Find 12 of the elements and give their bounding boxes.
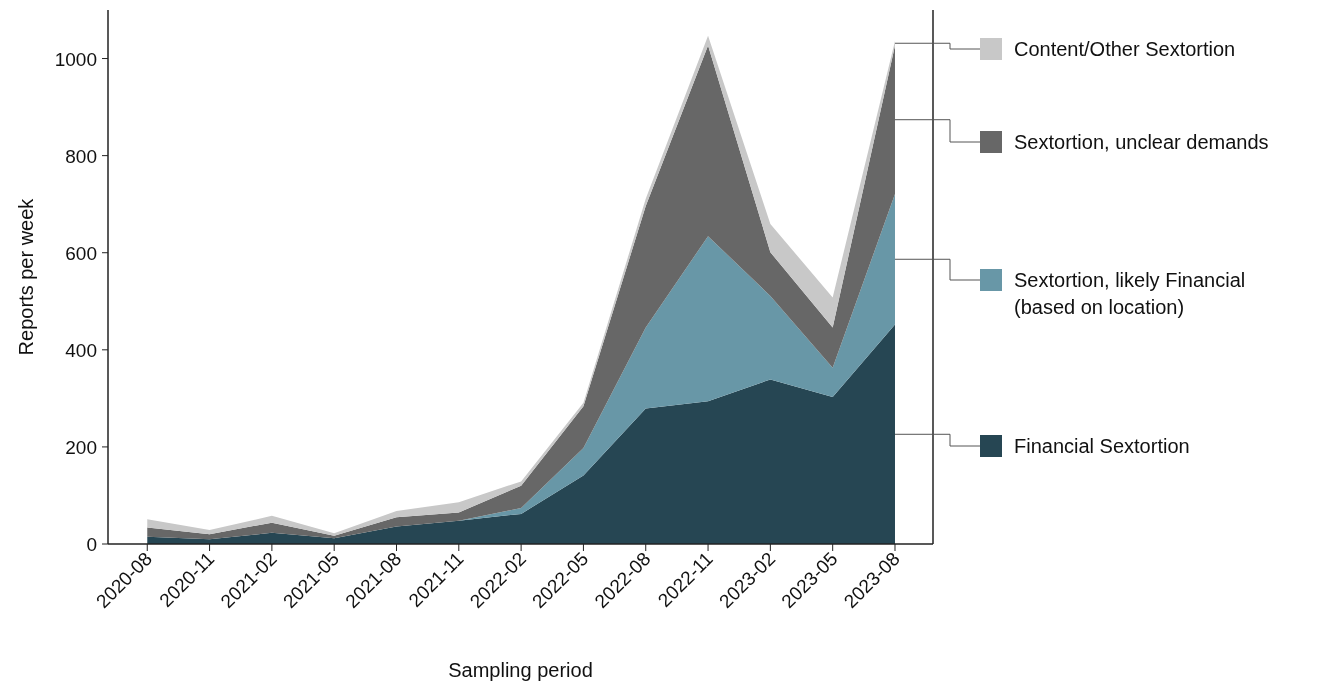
legend-label: Sextortion, likely Financial (based on location): [1014, 269, 1246, 318]
x-axis-title: Sampling period: [448, 659, 593, 681]
legend-label: Financial Sextortion: [1014, 435, 1190, 457]
y-axis-title: Reports per week: [15, 197, 37, 356]
y-tick-label: 600: [65, 242, 97, 264]
legend-label: Content/Other Sextortion: [1014, 38, 1236, 60]
y-tick-label: 1000: [54, 48, 97, 70]
y-tick-label: 0: [86, 534, 97, 555]
legend-label: Sextortion, unclear demands: [1014, 131, 1269, 153]
y-tick-label: 400: [65, 339, 97, 361]
y-tick-label: 200: [65, 436, 97, 458]
y-tick-label: 800: [65, 145, 97, 167]
